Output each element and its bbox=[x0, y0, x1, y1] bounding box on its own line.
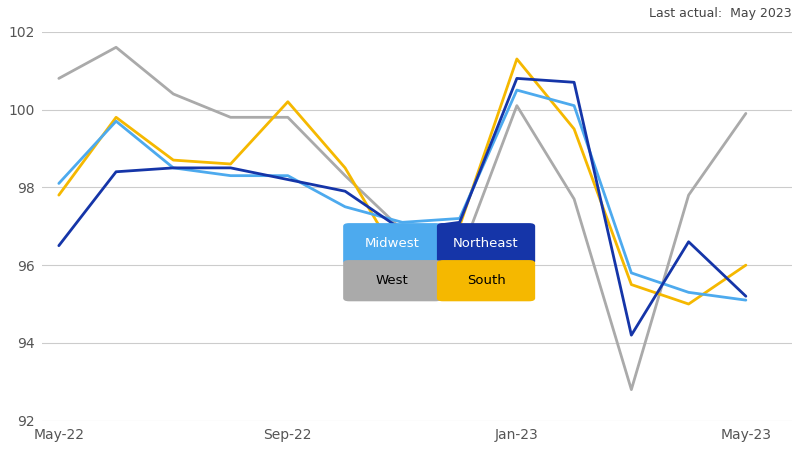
Text: Midwest: Midwest bbox=[365, 237, 420, 250]
FancyBboxPatch shape bbox=[343, 223, 442, 264]
Text: Last actual:  May 2023: Last actual: May 2023 bbox=[649, 7, 792, 20]
FancyBboxPatch shape bbox=[343, 260, 442, 302]
FancyBboxPatch shape bbox=[437, 223, 535, 264]
FancyBboxPatch shape bbox=[437, 260, 535, 302]
Text: South: South bbox=[466, 274, 506, 287]
Text: Northeast: Northeast bbox=[454, 237, 519, 250]
Text: West: West bbox=[376, 274, 409, 287]
